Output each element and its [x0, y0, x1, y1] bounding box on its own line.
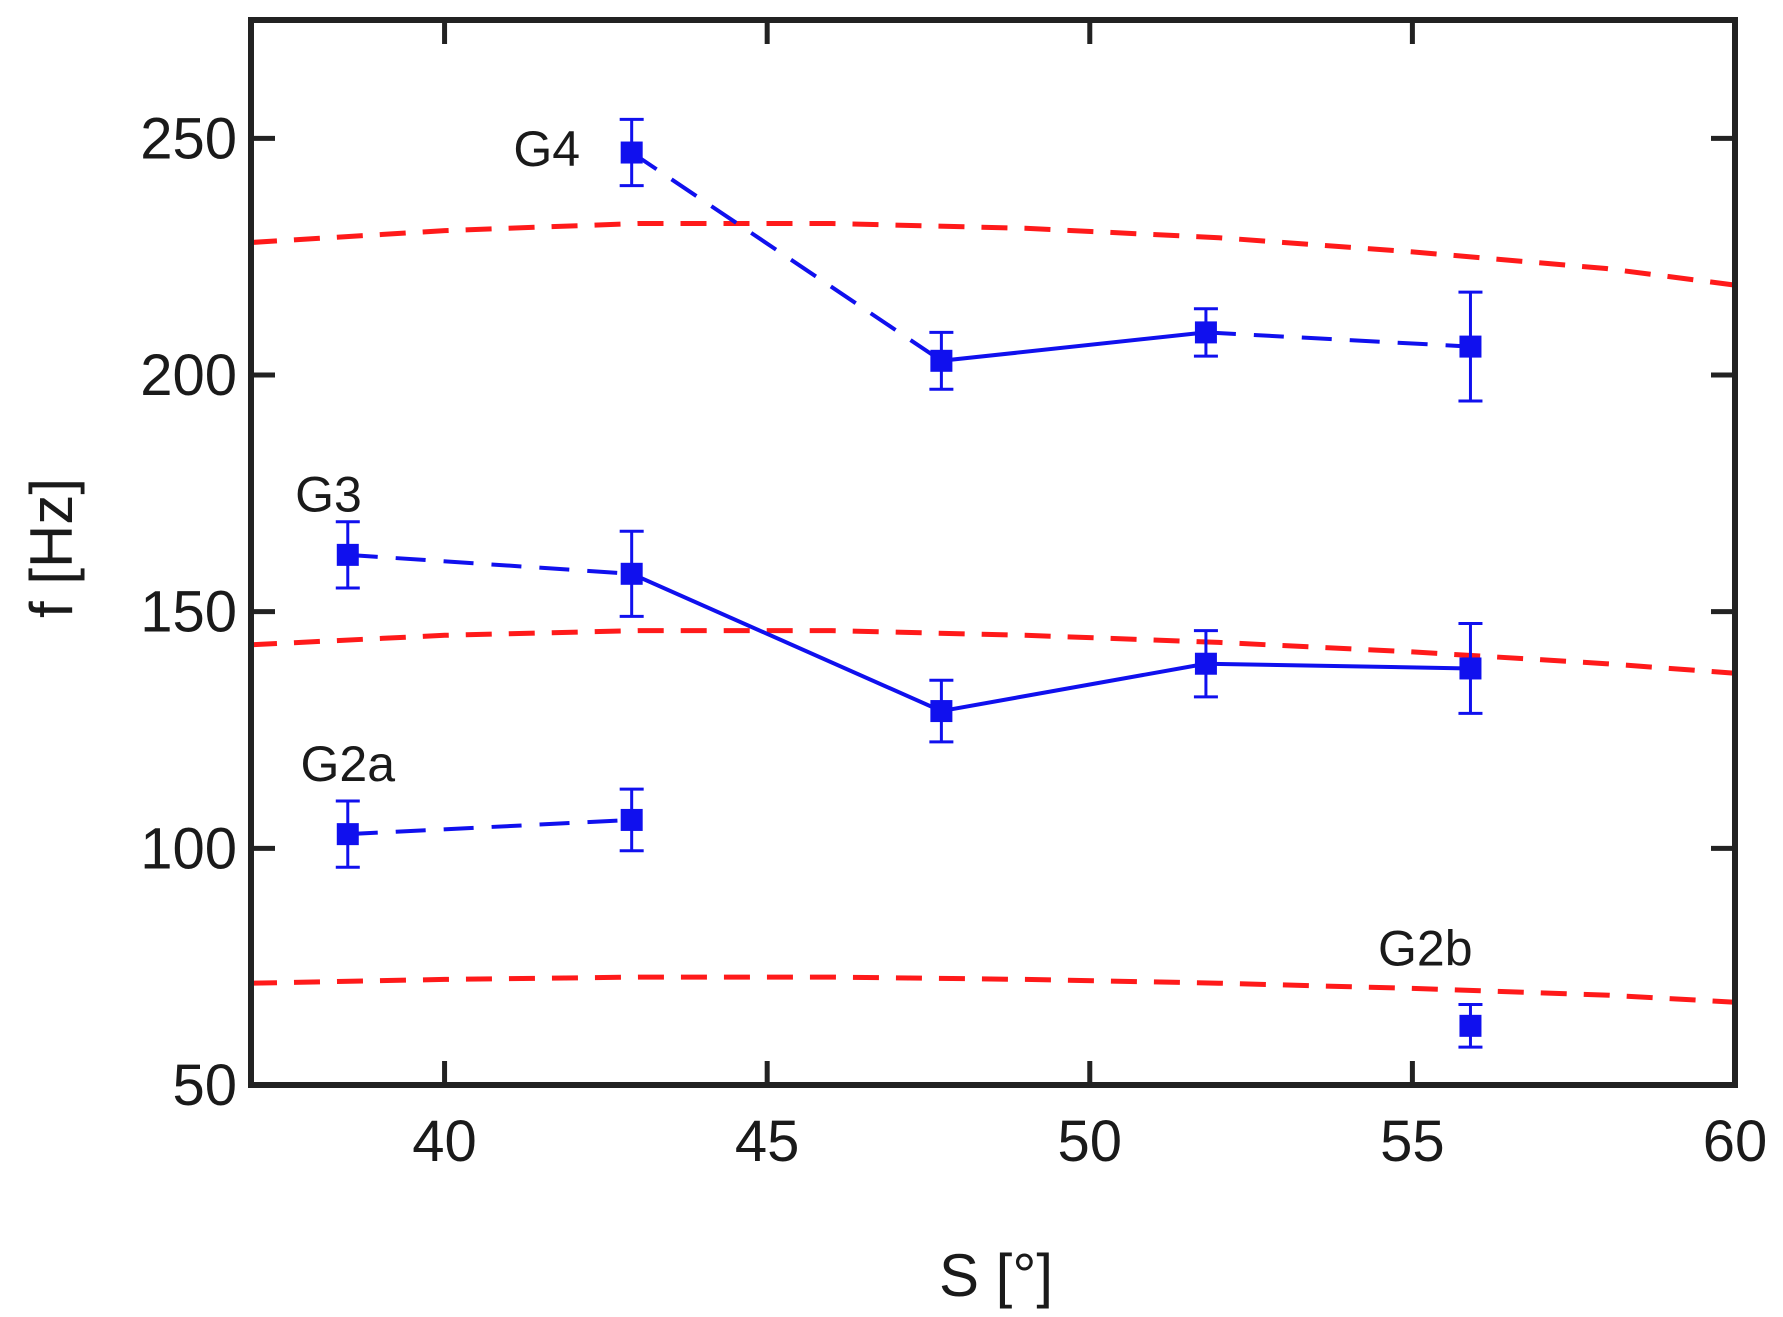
g4-segment [630, 150, 943, 363]
y-tick-label: 200 [140, 343, 237, 408]
g3-point [1194, 652, 1217, 675]
g3-segment [1205, 661, 1471, 671]
g3-point [1459, 657, 1482, 680]
annotation-g4: G4 [513, 121, 580, 177]
g2b-point [1459, 1014, 1482, 1037]
model-lower-curve [250, 974, 1736, 1005]
g3-point [930, 700, 953, 723]
tick-labels: 40 45 50 55 60 50 100 150 200 250 [140, 106, 1767, 1174]
annotation-g2b: G2b [1378, 921, 1473, 977]
g4-point [1459, 335, 1482, 358]
g3-segment [941, 661, 1207, 714]
g4-segment [941, 330, 1207, 363]
g4-point [1194, 321, 1217, 344]
g3-point [620, 562, 643, 585]
data-markers [336, 141, 1482, 1037]
series-annotations: G4 G3 G2a G2b [295, 121, 1472, 977]
g2a-segment [347, 817, 632, 837]
x-tick-label: 45 [735, 1109, 800, 1174]
error-bars [335, 117, 1483, 1049]
measured-lines [347, 150, 1471, 837]
y-tick-label: 150 [140, 580, 237, 645]
annotation-g2a: G2a [301, 736, 396, 792]
model-upper-curve [250, 221, 1736, 288]
g4-point [930, 349, 953, 372]
g2a-point [336, 823, 359, 846]
g4-segment [1205, 330, 1471, 349]
model-middle-curve [250, 628, 1736, 676]
axis-ticks [251, 20, 1738, 1088]
g3-segment [347, 552, 632, 576]
y-tick-label: 50 [172, 1053, 237, 1118]
annotation-g3: G3 [295, 466, 362, 522]
y-axis-label: f [Hz] [18, 478, 85, 618]
y-tick-label: 250 [140, 106, 237, 171]
plot-frame [248, 17, 1738, 1088]
g2a-point [620, 808, 643, 831]
x-tick-label: 60 [1703, 1109, 1768, 1174]
y-tick-label: 100 [140, 816, 237, 881]
x-tick-label: 55 [1380, 1109, 1445, 1174]
model-curves [250, 221, 1736, 1005]
x-tick-label: 50 [1058, 1109, 1123, 1174]
g3-segment [630, 571, 943, 713]
x-tick-label: 40 [412, 1109, 477, 1174]
g4-point [620, 141, 643, 164]
x-axis-label: S [°] [939, 1242, 1053, 1309]
g3-point [336, 543, 359, 566]
